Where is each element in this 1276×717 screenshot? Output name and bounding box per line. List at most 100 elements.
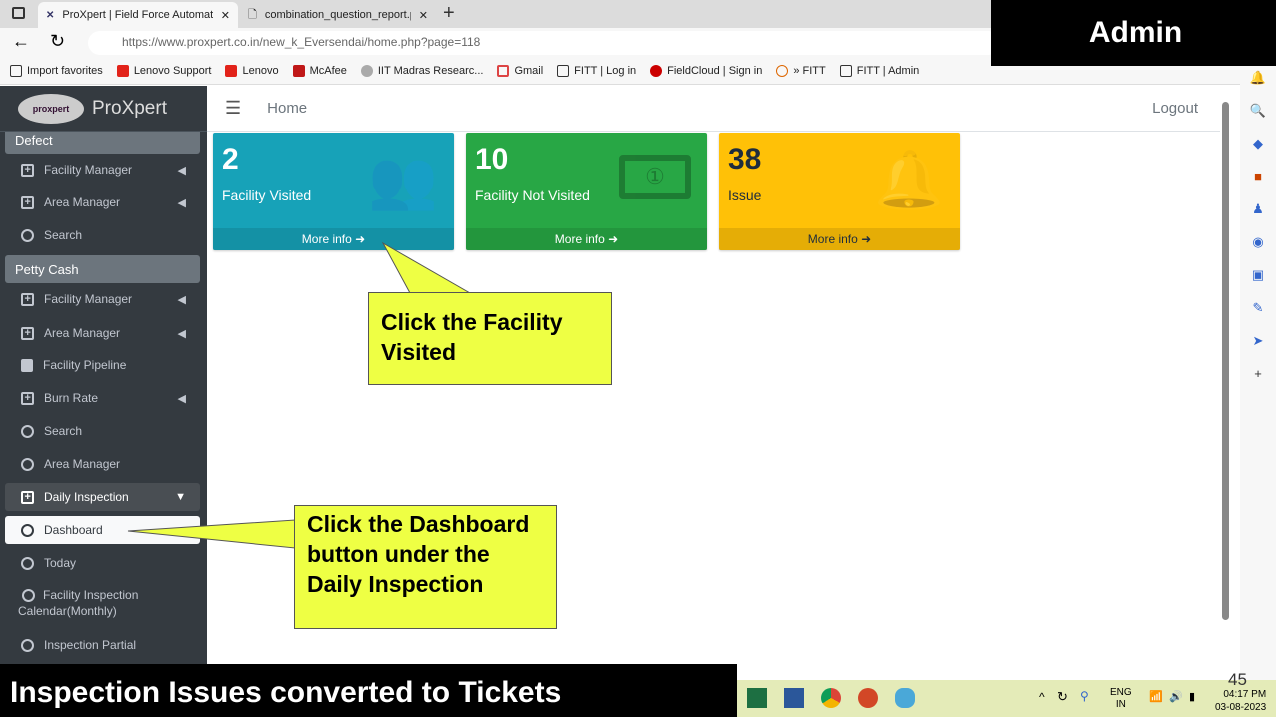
favorite-import[interactable]: Import favorites bbox=[10, 64, 103, 77]
sidebar-item-petty-area-manager-2[interactable]: Area Manager bbox=[5, 450, 200, 478]
favorite-fitt-admin[interactable]: FITT | Admin bbox=[839, 64, 919, 77]
tab-report[interactable]: 🗋 combination_question_report.php ✕ bbox=[240, 2, 436, 28]
sidebar-item-facility-inspection-calendar[interactable]: Facility Inspection Calendar(Monthly) bbox=[18, 588, 139, 618]
plus-square-icon: + bbox=[21, 292, 34, 306]
callout-dashboard: Click the Dashboard button under the Dai… bbox=[294, 505, 557, 629]
paint-icon[interactable] bbox=[895, 688, 915, 708]
favorite-fitt-login[interactable]: FITT | Log in bbox=[557, 64, 636, 77]
games-icon[interactable]: ♟ bbox=[1252, 201, 1264, 216]
outlook-icon[interactable]: ▣ bbox=[1251, 267, 1265, 282]
clock[interactable]: 04:17 PM 03-08-2023 bbox=[1215, 689, 1267, 713]
tab-actions-icon[interactable] bbox=[12, 7, 25, 19]
favorite-lenovo-support[interactable]: Lenovo Support bbox=[116, 64, 211, 77]
more-info-link[interactable]: More info ➜ bbox=[719, 228, 960, 250]
more-info-link[interactable]: More info ➜ bbox=[213, 228, 454, 250]
sidebar-item-defect-area-manager[interactable]: + Area Manager ◀ bbox=[5, 188, 200, 216]
circle-icon bbox=[21, 556, 34, 570]
url-input[interactable]: https://www.proxpert.co.in/new_k_Eversen… bbox=[88, 31, 1000, 55]
sync-icon[interactable]: ↻ bbox=[1057, 689, 1068, 704]
section-petty-cash[interactable]: Petty Cash bbox=[5, 255, 200, 283]
logo: proxpert bbox=[18, 93, 84, 124]
word-icon[interactable] bbox=[784, 688, 804, 708]
sidebar-item-petty-area-manager[interactable]: + Area Manager ◀ bbox=[5, 319, 200, 347]
sidebar-item-defect-facility-manager[interactable]: + Facility Manager ◀ bbox=[5, 156, 200, 184]
card-label: Facility Not Visited bbox=[475, 187, 590, 203]
back-icon[interactable]: ← bbox=[12, 31, 30, 51]
favorite-gmail[interactable]: Gmail bbox=[497, 64, 543, 77]
sidebar: proxpert ProXpert Defect + Facility Manage… bbox=[0, 86, 207, 664]
card-value: 38 bbox=[728, 143, 762, 176]
plus-square-icon: + bbox=[21, 391, 34, 405]
send-icon[interactable]: ➤ bbox=[1252, 333, 1264, 348]
card-value: 2 bbox=[222, 143, 239, 176]
users-icon: 👥 bbox=[368, 148, 438, 211]
brand-name: ProXpert bbox=[92, 97, 167, 119]
circle-icon bbox=[21, 523, 34, 537]
search-icon[interactable]: 🔍 bbox=[1249, 103, 1267, 118]
slide-caption: Inspection Issues converted to Tickets bbox=[0, 664, 737, 717]
page-icon: 🗋 bbox=[248, 8, 257, 21]
refresh-icon[interactable]: ↻ bbox=[50, 31, 66, 51]
tag-icon[interactable]: ◆ bbox=[1253, 136, 1263, 151]
top-navbar: ☰ Home Logout bbox=[207, 86, 1220, 132]
chevron-left-icon: ◀ bbox=[177, 164, 186, 177]
brand[interactable]: proxpert ProXpert bbox=[0, 86, 207, 132]
bell-icon[interactable]: 🔔 bbox=[1249, 70, 1267, 85]
add-icon[interactable]: + bbox=[1254, 366, 1262, 381]
close-tab-icon[interactable]: ✕ bbox=[220, 9, 230, 22]
sidebar-item-facility-pipeline[interactable]: Facility Pipeline bbox=[5, 351, 200, 379]
chevron-down-icon: ▼ bbox=[175, 491, 186, 503]
chrome-icon[interactable] bbox=[821, 688, 841, 708]
more-info-link[interactable]: More info ➜ bbox=[466, 228, 707, 250]
chevron-left-icon: ◀ bbox=[177, 392, 186, 405]
favorite-fitt[interactable]: » FITT bbox=[776, 64, 826, 77]
arrow-circle-right-icon: ➜ bbox=[608, 232, 619, 246]
card-facility-not-visited[interactable]: 10 Facility Not Visited ① More info ➜ bbox=[466, 133, 707, 250]
excel-icon[interactable] bbox=[747, 688, 767, 708]
language-indicator[interactable]: ENG IN bbox=[1110, 687, 1132, 710]
card-issue[interactable]: 38 Issue 🔔 More info ➜ bbox=[719, 133, 960, 250]
taskbar: ^ ↻ ⚲ ENG IN 📶 🔊 ▮ 04:17 PM 03-08-2023 bbox=[737, 680, 1276, 717]
favorite-lenovo[interactable]: Lenovo bbox=[225, 64, 279, 77]
office-icon[interactable]: ◉ bbox=[1252, 234, 1264, 249]
circle-icon bbox=[21, 228, 34, 242]
circle-icon bbox=[21, 457, 34, 471]
role-label: Admin bbox=[991, 0, 1276, 66]
volume-icon[interactable]: 🔊 bbox=[1169, 691, 1183, 703]
plus-square-icon: + bbox=[21, 490, 34, 504]
favorite-iitm[interactable]: IIT Madras Researc... bbox=[360, 64, 483, 77]
sidebar-item-today[interactable]: Today bbox=[5, 549, 200, 577]
sidebar-item-petty-facility-manager[interactable]: + Facility Manager ◀ bbox=[5, 285, 200, 313]
plus-square-icon: + bbox=[21, 163, 34, 177]
toolbox-icon[interactable]: ■ bbox=[1254, 169, 1262, 184]
chevron-left-icon: ◀ bbox=[177, 293, 186, 306]
favorite-mcafee[interactable]: McAfee bbox=[292, 64, 347, 77]
nav-home-link[interactable]: Home bbox=[267, 100, 308, 117]
tab-proxpert[interactable]: ✕ ProXpert | Field Force Automation ✕ bbox=[38, 2, 238, 28]
sidebar-item-burn-rate[interactable]: + Burn Rate ◀ bbox=[5, 384, 200, 412]
designer-icon[interactable]: ✎ bbox=[1252, 300, 1264, 315]
close-tab-icon[interactable]: ✕ bbox=[418, 9, 428, 22]
show-hidden-icons[interactable]: ^ bbox=[1039, 690, 1045, 704]
sidebar-item-petty-search[interactable]: Search bbox=[5, 417, 200, 445]
scrollbar[interactable] bbox=[1221, 86, 1231, 680]
sidebar-item-defect-search[interactable]: Search bbox=[5, 221, 200, 249]
callout-facility-visited: Click the Facility Visited bbox=[368, 292, 612, 385]
card-value: 10 bbox=[475, 143, 509, 176]
card-facility-visited[interactable]: 2 Facility Visited 👥 More info ➜ bbox=[213, 133, 454, 250]
wifi-icon[interactable]: 📶 bbox=[1149, 691, 1163, 703]
tab-title: combination_question_report.php bbox=[264, 9, 411, 21]
sidebar-item-daily-inspection[interactable]: + Daily Inspection ▼ bbox=[5, 483, 200, 511]
favorite-fieldcloud[interactable]: FieldCloud | Sign in bbox=[650, 64, 762, 77]
browser-side-panel: 🔔 🔍 ◆ ■ ♟ ◉ ▣ ✎ ➤ + bbox=[1240, 66, 1276, 680]
circle-icon bbox=[22, 589, 35, 603]
new-tab-button[interactable]: + bbox=[443, 2, 455, 24]
sidebar-item-inspection-partial[interactable]: Inspection Partial bbox=[5, 631, 200, 659]
hamburger-menu-icon[interactable]: ☰ bbox=[225, 98, 242, 118]
powerpoint-icon[interactable] bbox=[858, 688, 878, 708]
logout-link[interactable]: Logout bbox=[1152, 100, 1198, 117]
battery-icon[interactable]: ▮ bbox=[1189, 691, 1196, 703]
money-bill-icon: ① bbox=[619, 155, 691, 199]
location-icon[interactable]: ⚲ bbox=[1080, 689, 1089, 703]
